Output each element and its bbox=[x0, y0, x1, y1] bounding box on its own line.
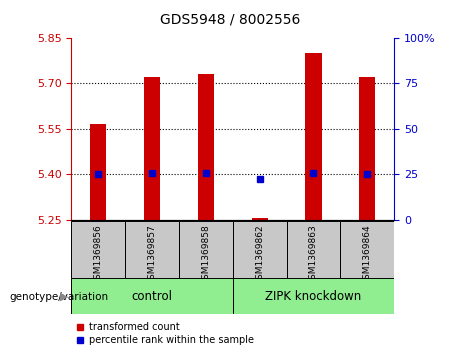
Bar bbox=[287, 221, 340, 278]
Bar bbox=[144, 77, 160, 220]
Bar bbox=[340, 221, 394, 278]
Text: GSM1369857: GSM1369857 bbox=[148, 224, 157, 285]
Bar bbox=[252, 218, 268, 220]
Text: GSM1369856: GSM1369856 bbox=[94, 224, 103, 285]
Bar bbox=[233, 278, 394, 314]
Text: ZIPK knockdown: ZIPK knockdown bbox=[266, 290, 361, 303]
Text: GDS5948 / 8002556: GDS5948 / 8002556 bbox=[160, 13, 301, 27]
Text: GSM1369864: GSM1369864 bbox=[363, 224, 372, 285]
Bar bbox=[305, 53, 321, 220]
Legend: transformed count, percentile rank within the sample: transformed count, percentile rank withi… bbox=[77, 322, 254, 346]
Text: ▶: ▶ bbox=[60, 291, 68, 302]
Text: genotype/variation: genotype/variation bbox=[9, 291, 108, 302]
Bar bbox=[198, 74, 214, 220]
Bar bbox=[71, 278, 233, 314]
Bar bbox=[71, 221, 125, 278]
Bar bbox=[125, 221, 179, 278]
Bar bbox=[179, 221, 233, 278]
Text: GSM1369863: GSM1369863 bbox=[309, 224, 318, 285]
Text: control: control bbox=[132, 290, 172, 303]
Text: GSM1369858: GSM1369858 bbox=[201, 224, 210, 285]
Bar bbox=[233, 221, 287, 278]
Bar bbox=[359, 77, 375, 220]
Text: GSM1369862: GSM1369862 bbox=[255, 224, 264, 285]
Bar bbox=[90, 124, 106, 220]
